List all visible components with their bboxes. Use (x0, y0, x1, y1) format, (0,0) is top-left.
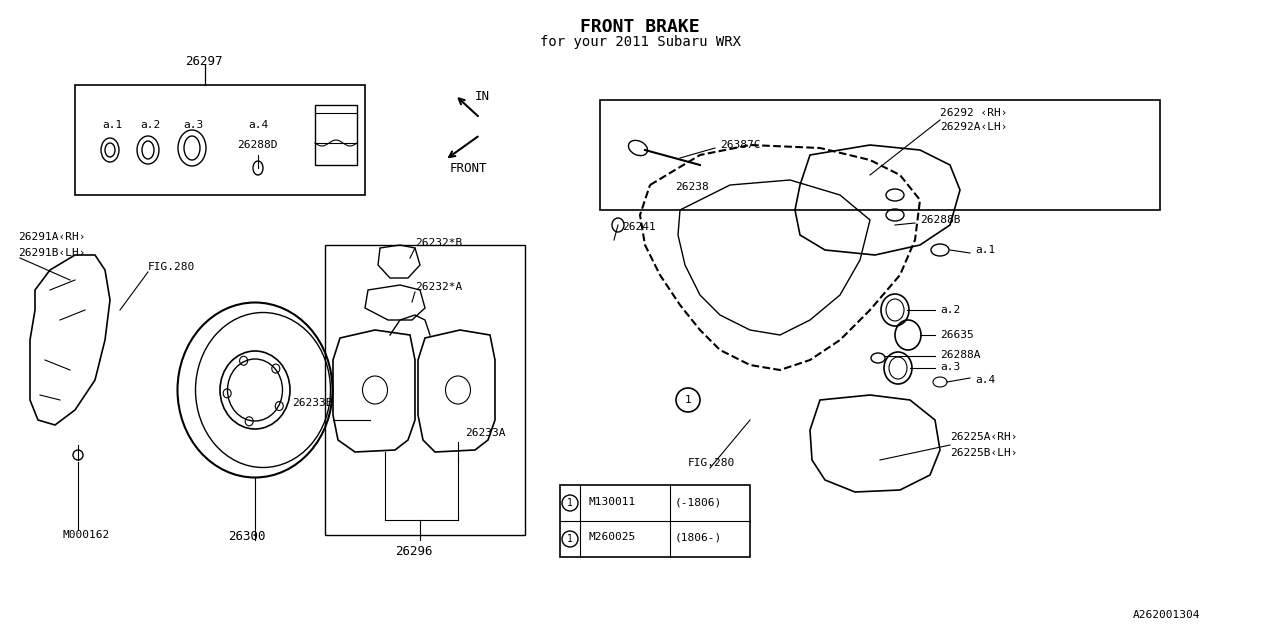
Text: 26635: 26635 (940, 330, 974, 340)
Text: M260025: M260025 (588, 532, 635, 542)
Text: a.4: a.4 (975, 375, 996, 385)
Text: 26232*A: 26232*A (415, 282, 462, 292)
Text: 26232*B: 26232*B (415, 238, 462, 248)
Text: a.3: a.3 (940, 362, 960, 372)
Text: A262001304: A262001304 (1133, 610, 1201, 620)
Text: 26300: 26300 (228, 530, 265, 543)
Text: for your 2011 Subaru WRX: for your 2011 Subaru WRX (539, 35, 741, 49)
Text: M000162: M000162 (61, 530, 109, 540)
Text: 26288A: 26288A (940, 350, 980, 360)
Text: a.2: a.2 (140, 120, 160, 130)
Text: 26238: 26238 (675, 182, 709, 192)
Text: FIG.280: FIG.280 (689, 458, 735, 468)
Bar (315, 105, 357, 165)
Text: (1806-): (1806-) (675, 532, 722, 542)
Bar (76, 85, 365, 195)
Text: 1: 1 (567, 534, 573, 544)
Text: (-1806): (-1806) (675, 497, 722, 507)
Text: 1: 1 (685, 395, 691, 405)
Text: 1: 1 (567, 498, 573, 508)
Text: 26296: 26296 (396, 545, 433, 558)
Text: 26241: 26241 (622, 222, 655, 232)
Text: 26291A‹RH›: 26291A‹RH› (18, 232, 86, 242)
Text: 26387C: 26387C (721, 140, 760, 150)
Text: 26292A‹LH›: 26292A‹LH› (940, 122, 1007, 132)
Bar (325, 245, 525, 535)
Text: a.2: a.2 (940, 305, 960, 315)
Text: a.4: a.4 (248, 120, 269, 130)
Text: 26233A: 26233A (465, 428, 506, 438)
Text: FRONT BRAKE: FRONT BRAKE (580, 18, 700, 36)
Text: FIG.280: FIG.280 (148, 262, 196, 272)
Text: 26292 ‹RH›: 26292 ‹RH› (940, 108, 1007, 118)
Text: a.1: a.1 (102, 120, 123, 130)
Text: 26225B‹LH›: 26225B‹LH› (950, 448, 1018, 458)
Text: 26233B: 26233B (293, 398, 333, 408)
Text: 26291B‹LH›: 26291B‹LH› (18, 248, 86, 258)
Text: M130011: M130011 (588, 497, 635, 507)
Text: IN: IN (475, 90, 490, 103)
Text: 26225A‹RH›: 26225A‹RH› (950, 432, 1018, 442)
Text: 26297: 26297 (186, 55, 223, 68)
Text: FRONT: FRONT (451, 162, 488, 175)
Bar (561, 485, 750, 557)
Text: 26288D: 26288D (237, 140, 278, 150)
Text: a.3: a.3 (183, 120, 204, 130)
Text: 26288B: 26288B (920, 215, 960, 225)
Text: a.1: a.1 (975, 245, 996, 255)
